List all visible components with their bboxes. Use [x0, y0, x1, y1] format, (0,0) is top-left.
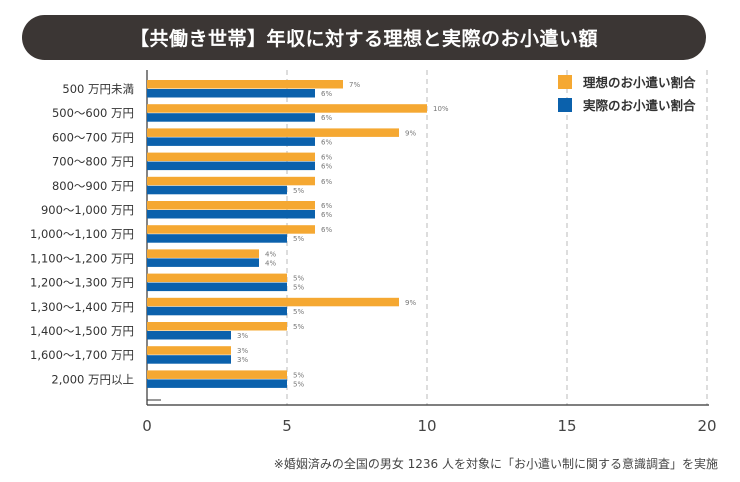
category-label: 500 万円未満 — [62, 82, 134, 96]
actual-bar — [147, 282, 287, 292]
category-label: 1,000〜1,100 万円 — [30, 227, 134, 241]
data-label: 3% — [237, 347, 248, 355]
ideal-bar — [147, 297, 399, 307]
actual-bar — [147, 258, 259, 267]
x-tick-label: 0 — [142, 417, 152, 435]
ideal-bar — [147, 104, 427, 113]
category-label: 1,100〜1,200 万円 — [30, 251, 134, 265]
category-label: 600〜700 万円 — [52, 130, 134, 144]
data-label: 6% — [321, 202, 332, 210]
data-label: 5% — [293, 308, 304, 316]
ideal-bar — [147, 249, 259, 258]
ideal-bar — [147, 322, 287, 331]
ideal-bar — [147, 273, 287, 283]
x-tick-label: 10 — [417, 417, 436, 435]
category-label: 1,200〜1,300 万円 — [30, 276, 134, 290]
actual-bar — [147, 161, 315, 171]
category-label: 900〜1,000 万円 — [41, 203, 134, 217]
actual-bar — [147, 210, 315, 219]
x-tick-label: 20 — [697, 417, 716, 435]
data-label: 5% — [293, 284, 304, 292]
data-label: 5% — [293, 187, 304, 195]
chart-title: 【共働き世帯】年収に対する理想と実際のお小遣い額 — [22, 15, 706, 60]
actual-bar — [147, 306, 287, 316]
ideal-bar — [147, 176, 315, 186]
data-label: 3% — [237, 332, 248, 340]
actual-bar — [147, 113, 315, 122]
data-label: 5% — [293, 275, 304, 283]
data-label: 5% — [293, 323, 304, 331]
ideal-bar — [147, 152, 315, 162]
data-label: 5% — [293, 371, 304, 379]
x-tick-label: 15 — [557, 417, 576, 435]
actual-bar — [147, 379, 287, 388]
legend-label: 実際のお小遣い割合 — [583, 98, 696, 113]
data-label: 6% — [321, 90, 332, 98]
category-label: 1,600〜1,700 万円 — [30, 348, 134, 362]
data-label: 6% — [321, 226, 332, 234]
x-tick-label: 5 — [282, 417, 292, 435]
data-label: 9% — [405, 299, 416, 307]
data-label: 4% — [265, 259, 276, 267]
data-label: 5% — [293, 380, 304, 388]
data-label: 6% — [321, 138, 332, 146]
actual-bar — [147, 355, 231, 364]
data-label: 6% — [321, 114, 332, 122]
ideal-bar — [147, 80, 343, 89]
ideal-bar — [147, 225, 315, 234]
legend-swatch — [558, 75, 572, 89]
footnote: ※婚姻済みの全国の男女 1236 人を対象に「お小遣い制に関する意識調査」を実施 — [273, 457, 718, 471]
data-label: 6% — [321, 163, 332, 171]
data-label: 5% — [293, 235, 304, 243]
data-label: 4% — [265, 250, 276, 258]
category-label: 800〜900 万円 — [52, 179, 134, 193]
data-label: 6% — [321, 154, 332, 162]
actual-bar — [147, 234, 287, 243]
data-label: 7% — [349, 81, 360, 89]
data-label: 10% — [433, 105, 449, 113]
actual-bar — [147, 331, 231, 340]
category-label: 500〜600 万円 — [52, 106, 134, 120]
actual-bar — [147, 185, 287, 195]
data-label: 9% — [405, 129, 416, 137]
category-label: 700〜800 万円 — [52, 155, 134, 169]
legend-swatch — [558, 98, 572, 112]
category-label: 2,000 万円以上 — [51, 372, 134, 386]
ideal-bar — [147, 128, 399, 137]
ideal-bar — [147, 370, 287, 379]
data-label: 3% — [237, 356, 248, 364]
category-label: 1,300〜1,400 万円 — [30, 300, 134, 314]
data-label: 6% — [321, 211, 332, 219]
data-label: 6% — [321, 178, 332, 186]
actual-bar — [147, 137, 315, 146]
ideal-bar — [147, 201, 315, 210]
ideal-bar — [147, 346, 231, 355]
category-label: 1,400〜1,500 万円 — [30, 324, 134, 338]
actual-bar — [147, 89, 315, 98]
legend-label: 理想のお小遣い割合 — [583, 75, 696, 90]
